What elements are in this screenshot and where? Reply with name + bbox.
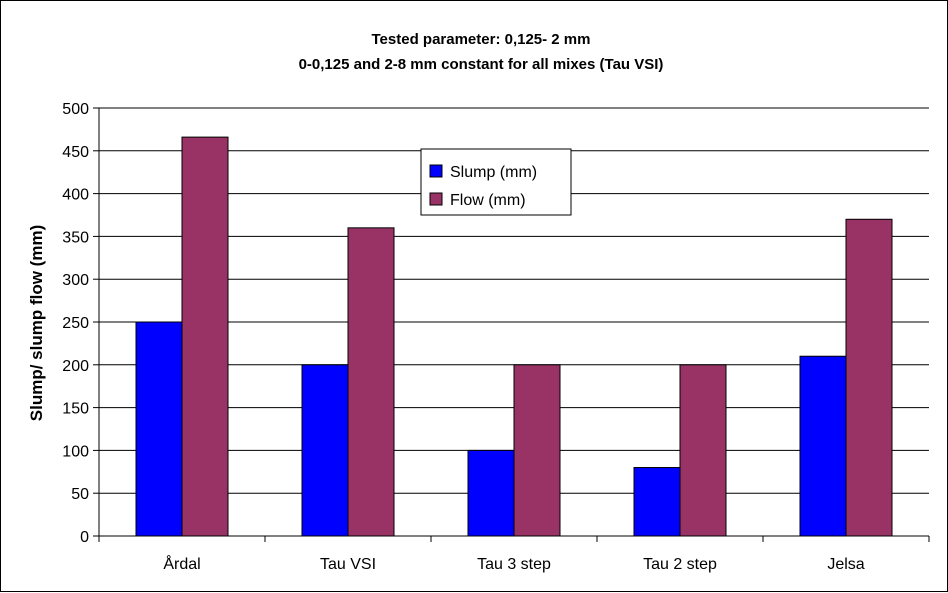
chart-title: Tested parameter: 0,125- 2 mm 0-0,125 an… [299, 31, 664, 73]
chart-title-line-1: Tested parameter: 0,125- 2 mm [372, 31, 591, 48]
legend-label: Slump (mm) [450, 164, 537, 181]
x-tick-label: Tau 2 step [643, 556, 717, 573]
x-tick-label: Tau 3 step [477, 556, 551, 573]
y-tick-label: 100 [62, 443, 89, 460]
legend-label: Flow (mm) [450, 192, 526, 209]
y-tick-labels: 0 50 100 150 200 250 300 350 400 450 500 [62, 101, 89, 546]
chart-title-line-2: 0-0,125 and 2-8 mm constant for all mixe… [299, 56, 664, 73]
bar-slump [302, 365, 348, 536]
y-tick-label: 0 [80, 529, 89, 546]
x-tick-label: Tau VSI [320, 556, 376, 573]
y-tick-label: 200 [62, 358, 89, 375]
bar-flow [680, 365, 726, 536]
bar-slump [468, 450, 514, 536]
bar-slump [800, 356, 846, 536]
y-tick-label: 450 [62, 144, 89, 161]
y-tick-label: 150 [62, 401, 89, 418]
bar-slump [136, 322, 182, 536]
bar-slump [634, 468, 680, 536]
bar-flow [182, 137, 228, 536]
y-tick-label: 300 [62, 272, 89, 289]
x-tick-labels: Årdal Tau VSI Tau 3 step Tau 2 step Jelsa [163, 554, 864, 573]
y-tick-label: 50 [71, 486, 89, 503]
legend-swatch [430, 193, 442, 205]
y-tick-label: 400 [62, 187, 89, 204]
legend-swatch [430, 165, 442, 177]
x-tick-label: Jelsa [827, 556, 864, 573]
x-tick-label: Årdal [163, 554, 200, 573]
bar-flow [846, 219, 892, 536]
legend: Slump (mm) Flow (mm) [421, 149, 571, 215]
bar-flow [348, 228, 394, 536]
y-tick-label: 250 [62, 315, 89, 332]
y-tick-label: 500 [62, 101, 89, 118]
bar-flow [514, 365, 560, 536]
y-tick-label: 350 [62, 229, 89, 246]
y-axis-title: Slump/ slump flow (mm) [27, 225, 46, 421]
